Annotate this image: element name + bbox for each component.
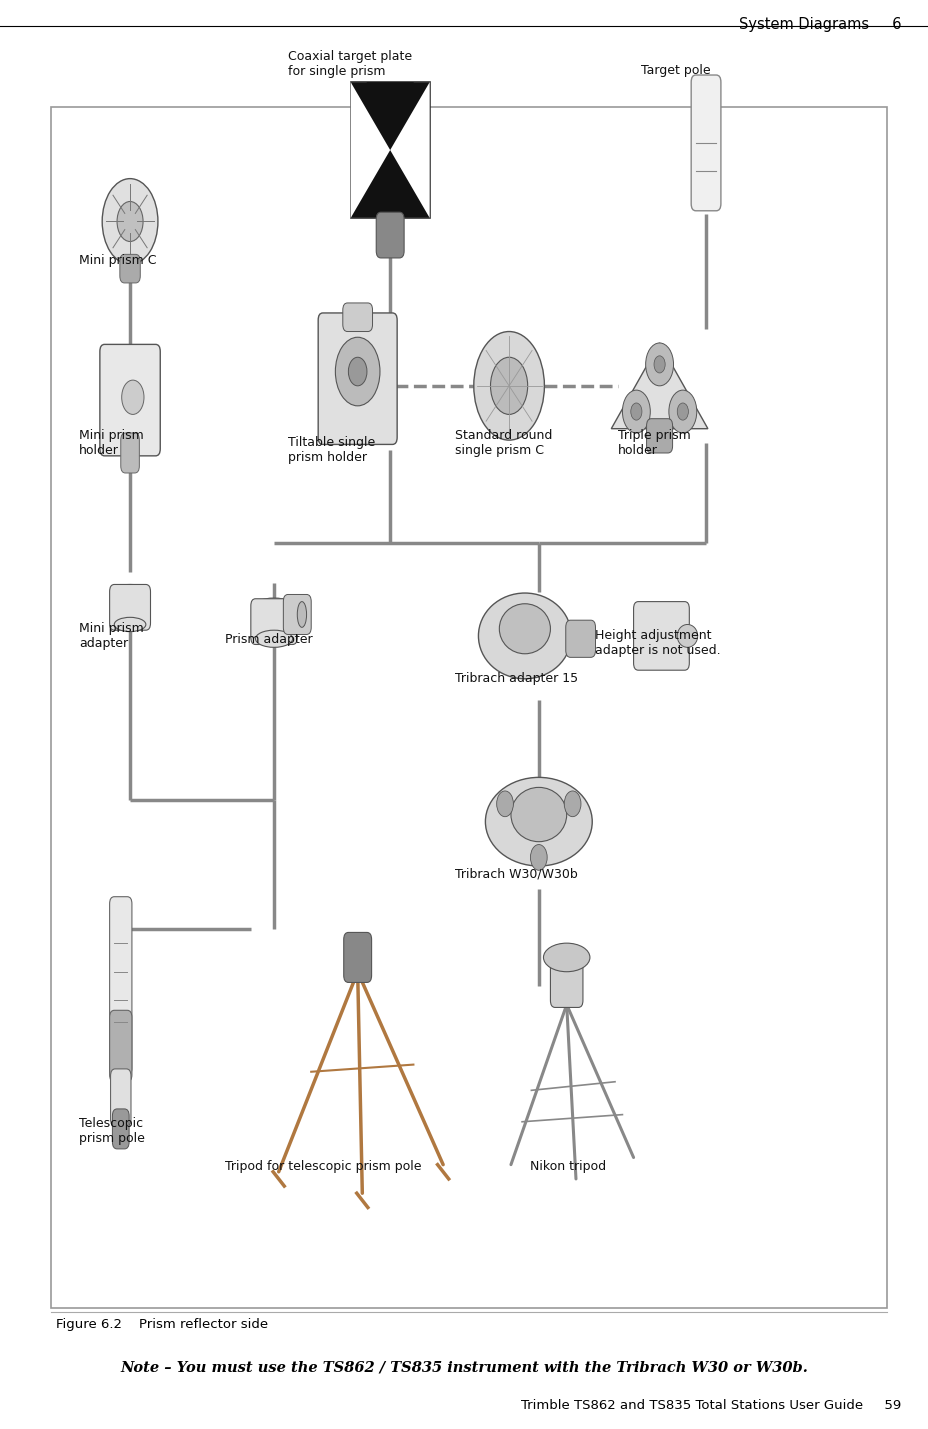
Circle shape [677, 403, 688, 420]
FancyBboxPatch shape [112, 1109, 129, 1149]
Text: Nikon tripod: Nikon tripod [529, 1160, 605, 1173]
Circle shape [530, 845, 547, 870]
Circle shape [348, 357, 367, 386]
Circle shape [645, 343, 673, 386]
Circle shape [473, 332, 544, 440]
Text: Mini prism
adapter: Mini prism adapter [79, 622, 144, 650]
FancyBboxPatch shape [690, 76, 720, 210]
FancyBboxPatch shape [121, 433, 139, 473]
Text: Trimble TS862 and TS835 Total Stations User Guide     59: Trimble TS862 and TS835 Total Stations U… [521, 1399, 900, 1412]
Ellipse shape [510, 787, 566, 842]
Ellipse shape [484, 777, 592, 866]
FancyBboxPatch shape [565, 620, 595, 657]
FancyBboxPatch shape [100, 344, 161, 456]
Ellipse shape [252, 599, 295, 617]
Circle shape [335, 337, 380, 406]
Ellipse shape [297, 602, 306, 627]
Bar [350, 83, 429, 217]
Text: Figure 6.2    Prism reflector side: Figure 6.2 Prism reflector side [56, 1318, 267, 1330]
Text: Height adjustment
adapter is not used.: Height adjustment adapter is not used. [594, 629, 719, 657]
Circle shape [122, 380, 144, 414]
FancyBboxPatch shape [110, 897, 132, 1075]
Text: Tiltable single
prism holder: Tiltable single prism holder [288, 436, 375, 464]
Text: Standard round
single prism C: Standard round single prism C [455, 429, 552, 457]
Polygon shape [366, 83, 414, 126]
Text: Mini prism C: Mini prism C [79, 254, 156, 267]
Circle shape [622, 390, 650, 433]
FancyBboxPatch shape [646, 419, 672, 453]
FancyBboxPatch shape [342, 303, 372, 332]
Ellipse shape [543, 943, 589, 972]
Text: Target pole: Target pole [640, 64, 710, 77]
FancyBboxPatch shape [343, 932, 371, 983]
FancyBboxPatch shape [376, 213, 404, 259]
Polygon shape [350, 83, 390, 217]
Polygon shape [390, 83, 429, 217]
Ellipse shape [110, 584, 149, 602]
Circle shape [653, 356, 664, 373]
FancyBboxPatch shape [110, 1010, 132, 1082]
FancyBboxPatch shape [120, 254, 140, 283]
Ellipse shape [677, 624, 697, 647]
FancyBboxPatch shape [110, 584, 150, 630]
FancyBboxPatch shape [283, 594, 311, 634]
Circle shape [668, 390, 696, 433]
Ellipse shape [114, 617, 146, 632]
FancyBboxPatch shape [251, 599, 297, 644]
Ellipse shape [478, 593, 571, 679]
Text: Tribrach adapter 15: Tribrach adapter 15 [455, 672, 578, 684]
Text: Coaxial target plate
for single prism: Coaxial target plate for single prism [288, 50, 412, 79]
Text: Mini prism
holder: Mini prism holder [79, 429, 144, 457]
Text: Triple prism
holder: Triple prism holder [617, 429, 690, 457]
Circle shape [563, 792, 580, 817]
Ellipse shape [498, 603, 549, 654]
Circle shape [117, 201, 143, 242]
Text: Note – You must use the TS862 / TS835 instrument with the Tribrach W30 or W30b.: Note – You must use the TS862 / TS835 in… [121, 1360, 807, 1375]
FancyBboxPatch shape [633, 602, 689, 670]
Circle shape [102, 179, 158, 264]
Text: Prism adapter: Prism adapter [225, 633, 312, 646]
Ellipse shape [255, 630, 292, 647]
Circle shape [630, 403, 641, 420]
Bar [51, 107, 886, 1308]
FancyBboxPatch shape [110, 1069, 131, 1126]
FancyBboxPatch shape [549, 950, 583, 1007]
Text: Tripod for telescopic prism pole: Tripod for telescopic prism pole [225, 1160, 421, 1173]
Text: Telescopic
prism pole: Telescopic prism pole [79, 1117, 145, 1146]
Circle shape [490, 357, 527, 414]
Text: System Diagrams     6: System Diagrams 6 [738, 17, 900, 31]
Polygon shape [611, 343, 707, 429]
Text: Tribrach W30/W30b: Tribrach W30/W30b [455, 867, 577, 880]
Circle shape [496, 792, 513, 817]
FancyBboxPatch shape [317, 313, 397, 444]
